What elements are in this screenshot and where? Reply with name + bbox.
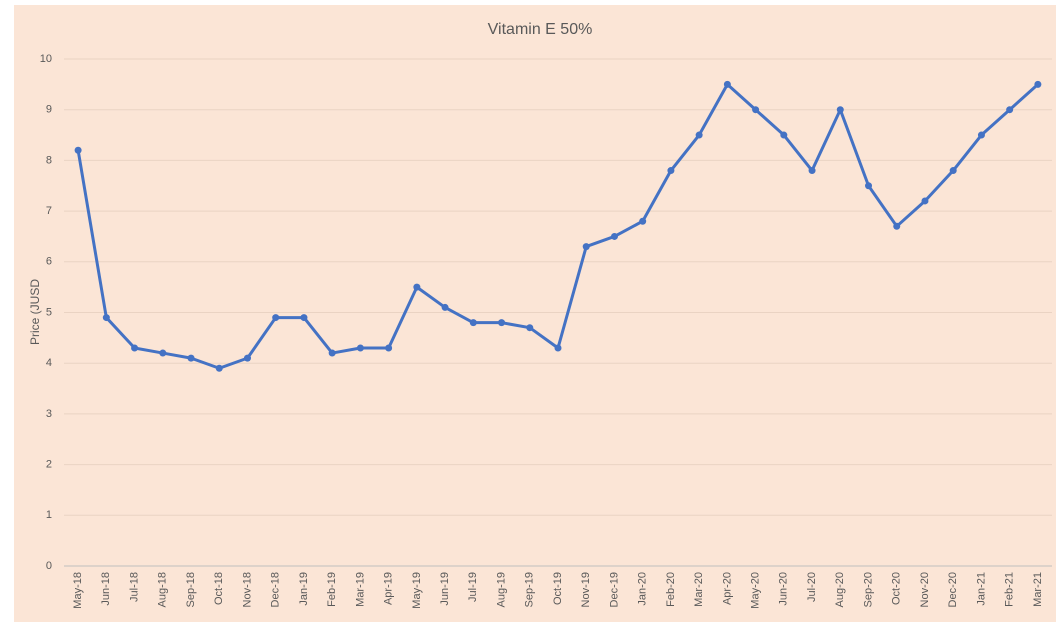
x-tick-label: Mar-19 (354, 572, 366, 607)
point (356, 344, 364, 352)
point (865, 182, 873, 190)
x-tick-label: Oct-19 (552, 572, 564, 605)
point (893, 222, 901, 230)
point (667, 167, 675, 175)
point (385, 344, 393, 352)
point (808, 167, 816, 175)
y-axis-label: Price (JUSD (28, 279, 42, 345)
chart-background (14, 5, 1056, 622)
x-tick-label: Aug-18 (157, 572, 169, 607)
x-tick-label: Jul-19 (467, 572, 479, 602)
y-tick-label: 7 (46, 205, 52, 217)
y-tick-label: 8 (46, 154, 52, 166)
point (1006, 106, 1014, 114)
y-tick-label: 1 (46, 509, 52, 521)
y-tick-label: 3 (46, 408, 52, 420)
point (752, 106, 760, 114)
x-tick-label: Nov-20 (919, 572, 931, 607)
x-tick-label: Feb-21 (1004, 572, 1016, 607)
x-tick-label: Apr-19 (383, 572, 395, 605)
y-tick-label: 10 (40, 53, 52, 65)
point (1034, 80, 1042, 88)
point (836, 106, 844, 114)
x-tick-label: Oct-20 (891, 572, 903, 605)
y-tick-label: 2 (46, 459, 52, 471)
x-tick-label: May-20 (750, 572, 762, 609)
y-tick-label: 5 (46, 306, 52, 318)
point (610, 232, 618, 240)
point (582, 243, 590, 251)
point (526, 324, 534, 332)
y-tick-label: 6 (46, 256, 52, 268)
point (554, 344, 562, 352)
point (300, 314, 308, 322)
point (498, 319, 506, 327)
x-tick-label: Jun-20 (778, 572, 790, 606)
chart-title: Vitamin E 50% (488, 21, 593, 38)
point (441, 303, 449, 311)
x-tick-label: Dec-19 (608, 572, 620, 607)
x-tick-label: Sep-19 (524, 572, 536, 607)
point (74, 146, 82, 154)
x-tick-label: May-19 (411, 572, 423, 609)
point (780, 131, 788, 139)
x-tick-label: Jul-18 (128, 572, 140, 602)
point (469, 319, 477, 327)
x-tick-label: Oct-18 (213, 572, 225, 605)
x-tick-label: Dec-20 (947, 572, 959, 607)
x-tick-label: Aug-19 (495, 572, 507, 607)
x-tick-label: Jan-19 (298, 572, 310, 606)
point (921, 197, 929, 205)
y-tick-label: 9 (46, 104, 52, 116)
x-tick-label: Feb-20 (665, 572, 677, 607)
x-tick-label: May-18 (72, 572, 84, 609)
x-tick-label: Aug-20 (834, 572, 846, 607)
point (723, 80, 731, 88)
x-tick-label: Jan-21 (975, 572, 987, 606)
x-tick-label: Dec-18 (270, 572, 282, 607)
x-tick-label: Jul-20 (806, 572, 818, 602)
x-tick-label: Jun-18 (100, 572, 112, 606)
point (639, 217, 647, 225)
x-tick-label: Jan-20 (637, 572, 649, 606)
x-tick-label: Mar-20 (693, 572, 705, 607)
x-tick-label: Nov-18 (241, 572, 253, 607)
point (102, 314, 110, 322)
point (215, 364, 223, 372)
x-tick-label: Apr-20 (721, 572, 733, 605)
x-tick-label: Feb-19 (326, 572, 338, 607)
x-tick-label: Sep-18 (185, 572, 197, 607)
y-tick-label: 0 (46, 560, 52, 572)
x-tick-label: Nov-19 (580, 572, 592, 607)
point (695, 131, 703, 139)
point (413, 283, 421, 291)
x-tick-label: Jun-19 (439, 572, 451, 606)
x-tick-label: Mar-21 (1032, 572, 1044, 607)
point (187, 354, 195, 362)
point (977, 131, 985, 139)
point (159, 349, 167, 357)
point (243, 354, 251, 362)
y-tick-label: 4 (46, 357, 52, 369)
point (131, 344, 139, 352)
x-tick-label: Sep-20 (862, 572, 874, 607)
point (272, 314, 280, 322)
point (949, 167, 957, 175)
point (328, 349, 336, 357)
